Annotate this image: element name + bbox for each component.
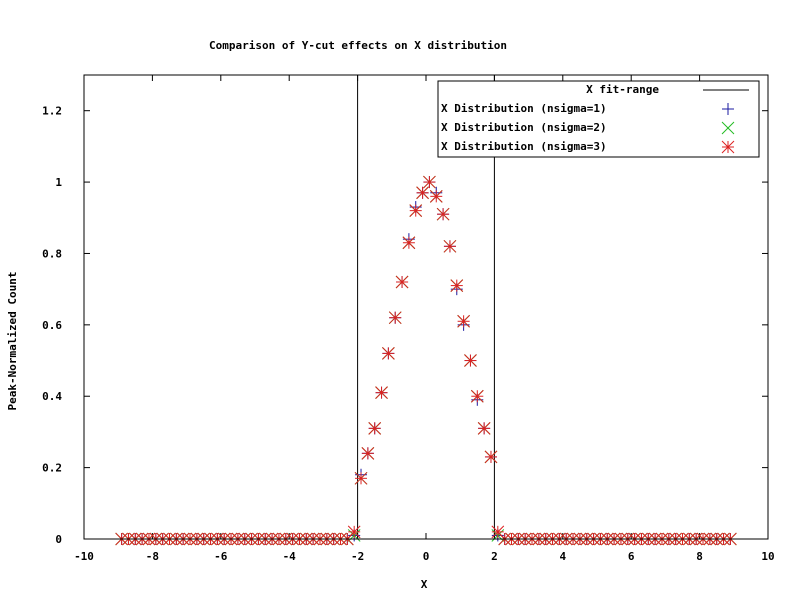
y-tick-label: 1.2 — [42, 105, 62, 118]
series-3-point — [470, 389, 484, 403]
series-3-point — [395, 275, 409, 289]
legend-box — [437, 80, 760, 158]
x-tick-label: 0 — [423, 550, 430, 563]
series-3-point — [464, 354, 477, 367]
x-axis-label: X — [421, 578, 428, 591]
y-tick-label: 0.4 — [42, 390, 62, 403]
series-3-point — [361, 446, 375, 460]
y-tick-label: 0.2 — [42, 462, 62, 475]
x-tick-label: 4 — [559, 550, 566, 563]
legend-series-3-label: X Distribution (nsigma=3) — [441, 140, 607, 153]
series-3-point — [423, 175, 436, 189]
x-tick-label: 8 — [696, 550, 703, 563]
series-3-point — [457, 314, 470, 328]
x-tick-label: -10 — [74, 550, 94, 563]
series-3-point — [388, 311, 402, 325]
series-3-point — [375, 386, 388, 400]
series-3-point — [354, 471, 368, 485]
plot-frame — [83, 74, 769, 540]
series-3-point — [477, 422, 491, 435]
series-3-point — [450, 279, 464, 292]
data-points — [115, 175, 737, 546]
y-tick-label: 0.8 — [42, 247, 62, 260]
legend-markers — [721, 103, 735, 154]
y-tick-label: 1 — [55, 176, 62, 189]
x-tick-label: -6 — [214, 550, 228, 563]
legend: X fit-range X Distribution (nsigma=1) X … — [437, 80, 760, 158]
series-3-point — [347, 525, 361, 539]
series-3-point — [416, 186, 429, 200]
legend-fit-range-label: X fit-range — [586, 83, 659, 96]
series-3-point — [443, 239, 457, 253]
legend-series-1-label: X Distribution (nsigma=1) — [441, 102, 607, 115]
series-3-point — [429, 190, 443, 203]
y-tick-label: 0 — [55, 533, 62, 546]
x-tick-label: -2 — [351, 550, 364, 563]
series-3-point — [402, 236, 416, 250]
x-tick-label: 10 — [761, 550, 774, 563]
series-3-point — [409, 204, 423, 217]
y-tick-label: 0.6 — [42, 319, 62, 332]
x-tick-label: 6 — [628, 550, 635, 563]
series-3-point — [382, 347, 395, 360]
x-tick-label: 2 — [491, 550, 498, 563]
legend-series-3-marker — [721, 140, 735, 154]
legend-series-2-marker — [721, 121, 735, 135]
series-3-point — [484, 450, 498, 464]
series-3-point — [368, 422, 382, 435]
legend-series-2-label: X Distribution (nsigma=2) — [441, 121, 607, 134]
series-3-point — [436, 207, 450, 221]
y-axis-label: Peak-Normalized Count — [6, 271, 19, 410]
legend-series-1-marker — [722, 103, 734, 115]
x-tick-label: -8 — [146, 550, 159, 563]
x-tick-label: -4 — [283, 550, 297, 563]
axis-ticks: -10 -8 -6 -4 -2 0 2 4 6 8 10 0 0.2 0.4 0.6 0.8 1 1.2 — [42, 75, 775, 563]
chart-title: Comparison of Y-cut effects on X distrib… — [209, 39, 507, 52]
